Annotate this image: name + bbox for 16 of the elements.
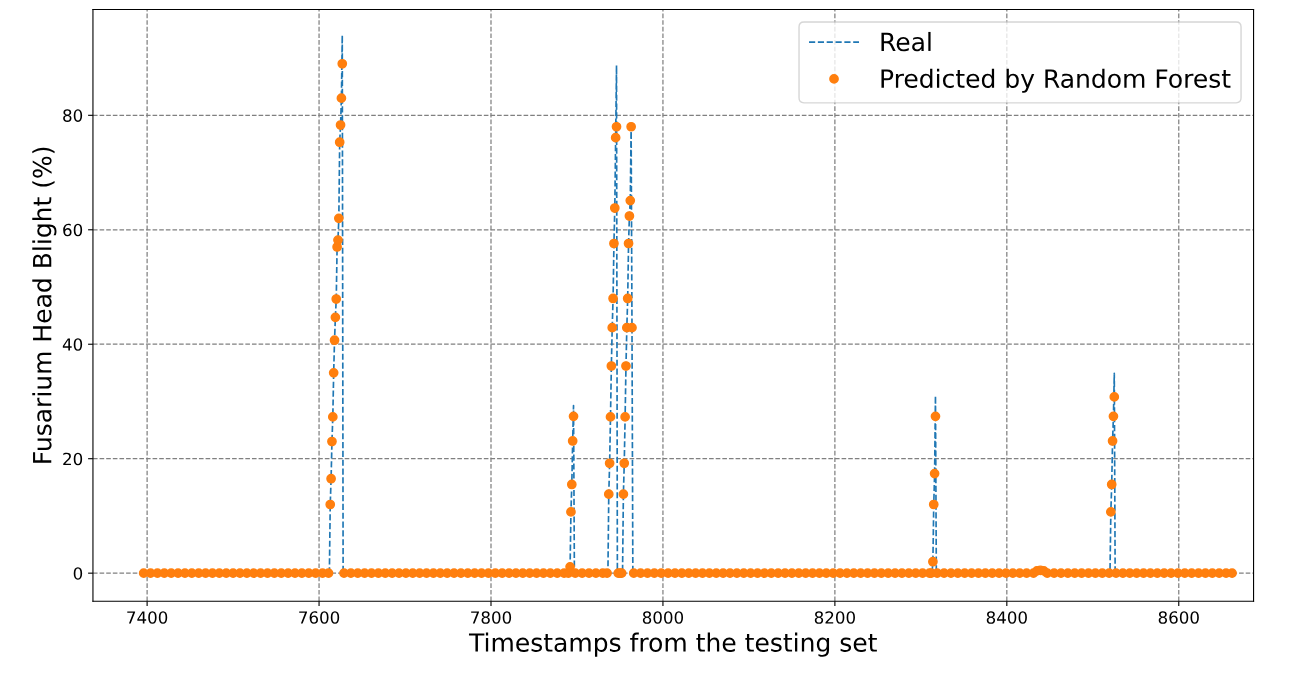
- y-tick-label: 80: [63, 109, 83, 122]
- x-tick-label: 8000: [642, 611, 684, 624]
- x-axis-title: Timestamps from the testing set: [468, 632, 877, 657]
- x-tick-label: 7600: [299, 611, 340, 624]
- x-tick-label: 8400: [986, 611, 1027, 624]
- y-tick-label: 40: [62, 338, 83, 351]
- legend-label: Real: [881, 31, 931, 52]
- y-tick-label: 60: [63, 223, 83, 237]
- x-tick-label: 8600: [1158, 611, 1199, 624]
- x-tick-label: 8200: [814, 611, 855, 624]
- y-tick-label: 20: [63, 452, 83, 466]
- x-tick-label: 7400: [127, 611, 168, 624]
- y-tick-label: 0: [73, 567, 83, 580]
- y-axis-title: Fusarium Head Blight (%): [32, 147, 57, 463]
- x-tick-label: 7800: [471, 611, 512, 624]
- legend-label: Predicted by Random Forest: [881, 68, 1231, 93]
